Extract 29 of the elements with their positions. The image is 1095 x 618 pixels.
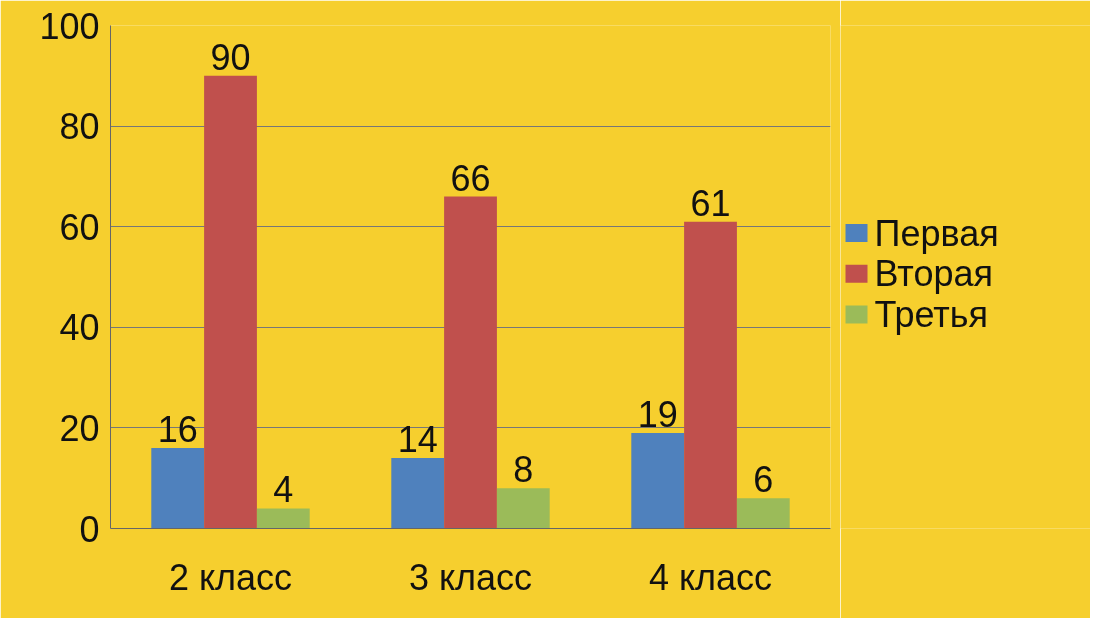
bar [444,196,497,529]
data-label: 61 [690,182,731,224]
data-label: 19 [637,393,678,435]
y-tick-label: 0 [79,508,100,550]
y-tick-label: 60 [59,206,100,248]
y-tick-label: 40 [59,307,100,349]
data-label: 66 [450,157,491,199]
legend-label: Третья [874,293,989,335]
y-tick-label: 20 [59,407,100,449]
data-label: 8 [513,449,534,491]
x-tick-label: 4 класс [648,556,773,598]
data-label: 90 [210,36,251,78]
y-tick-label: 80 [59,106,100,148]
data-label: 6 [753,459,774,501]
data-label: 4 [273,469,294,511]
bar [256,508,310,529]
bar [391,458,445,529]
y-tick-label: 100 [39,5,100,47]
bar [151,448,205,529]
x-tick-label: 2 класс [168,556,293,598]
bar [496,488,550,529]
bar [684,221,737,529]
legend-label: Вторая [874,253,993,295]
x-tick-label: 3 класс [408,556,533,598]
legend-label: Первая [874,212,999,254]
bar [204,75,257,529]
data-label: 14 [397,419,438,461]
bar [631,432,685,529]
bar [736,498,790,529]
